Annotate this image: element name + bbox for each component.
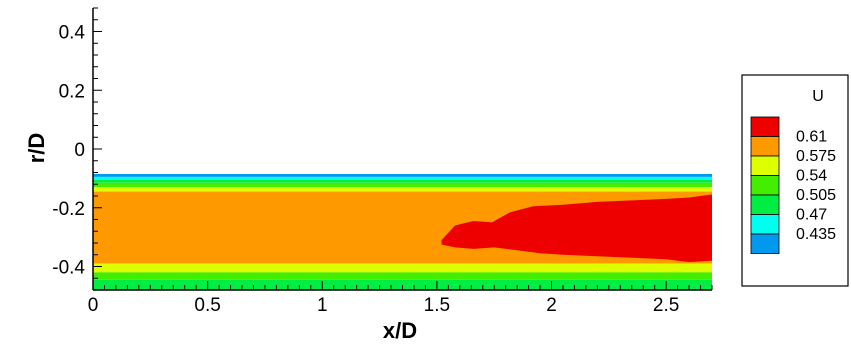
legend-swatch — [750, 116, 780, 137]
contour-band-8 — [93, 279, 712, 290]
legend-swatch — [750, 136, 780, 157]
contour-band-7 — [93, 272, 712, 280]
x-tick-label: 2 — [546, 295, 557, 316]
legend-label: 0.54 — [796, 168, 827, 185]
contour-band-6 — [93, 263, 712, 273]
legend-label: 0.61 — [796, 129, 827, 146]
legend-label: 0.575 — [796, 148, 836, 165]
y-tick-label: -0.2 — [52, 199, 85, 220]
legend-swatch — [750, 175, 780, 196]
y-tick-label: 0.4 — [59, 23, 86, 44]
x-tick-label: 2.5 — [653, 295, 679, 316]
legend-swatch — [750, 233, 780, 254]
contour-band-2 — [93, 179, 712, 183]
y-tick-label: 0 — [74, 140, 85, 161]
y-tick-label: 0.2 — [59, 81, 85, 102]
contour-band-3 — [93, 182, 712, 188]
plot-area — [93, 173, 712, 290]
y-axis-label: r/D — [24, 133, 49, 164]
legend: U 0.61 0.575 0.54 0.505 0.47 0.435 — [741, 74, 849, 287]
y-tick-label: -0.4 — [52, 258, 85, 279]
contour-region-0.61 — [441, 194, 712, 263]
x-tick-label: 0 — [88, 295, 99, 316]
legend-swatch — [750, 214, 780, 235]
legend-label: 0.47 — [796, 207, 827, 224]
legend-swatch — [750, 155, 780, 176]
legend-swatch — [750, 194, 780, 215]
x-axis-label: x/D — [383, 318, 417, 343]
contour-band-1 — [93, 176, 712, 180]
axes: 0 0.5 1 1.5 2 2.5 0.4 0.2 0 -0.2 -0.4 — [52, 7, 713, 316]
contour-band-0 — [93, 173, 712, 177]
x-tick-label: 1 — [317, 295, 328, 316]
legend-label: 0.505 — [796, 187, 836, 204]
x-tick-label: 1.5 — [424, 295, 450, 316]
legend-title: U — [812, 88, 824, 105]
legend-label: 0.435 — [796, 226, 836, 243]
contour-band-4 — [93, 187, 712, 192]
x-tick-label: 0.5 — [194, 295, 220, 316]
